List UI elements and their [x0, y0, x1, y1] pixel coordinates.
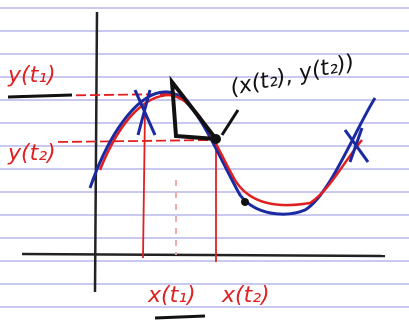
point — [241, 198, 249, 206]
red-curve — [100, 95, 362, 205]
triangle — [172, 82, 216, 139]
point-annotation: (x(t₂), y(t₂)) — [228, 50, 357, 101]
point — [211, 134, 221, 144]
crosses — [135, 90, 368, 162]
underline — [155, 316, 205, 318]
label-y2: y(t₂) — [7, 141, 56, 166]
label-x2: x(t₂) — [221, 283, 270, 308]
label-x1: x(t₁) — [147, 283, 196, 308]
note-page: y(t₁) y(t₂) x(t₁) x(t₂) (x(t₂), y(t₂)) — [0, 0, 409, 321]
label-y1: y(t₁) — [7, 63, 56, 88]
blue-curve — [90, 92, 375, 214]
underline — [8, 95, 72, 97]
guide-lines — [20, 94, 216, 262]
